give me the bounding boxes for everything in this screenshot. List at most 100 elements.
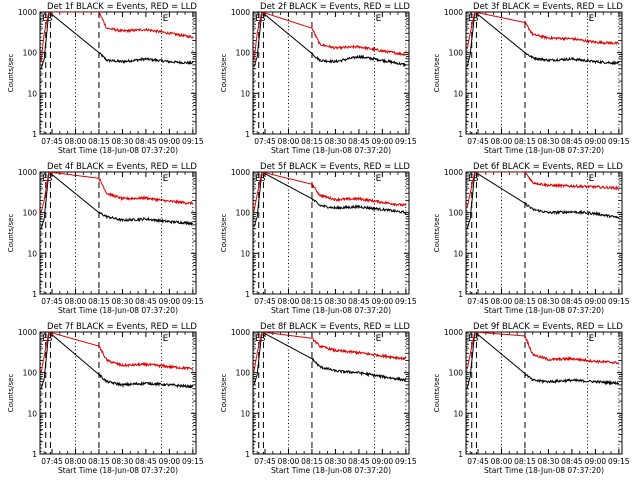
marker-label: E — [376, 14, 382, 24]
x-tick-label: 08:15 — [88, 457, 110, 466]
lld-series-line — [466, 332, 620, 370]
events-series-line — [466, 12, 620, 67]
marker-label: S — [473, 334, 479, 344]
y-axis-label: Counts/sec — [7, 374, 15, 413]
x-tick-label: 09:00 — [372, 137, 394, 146]
events-series-line — [40, 332, 194, 389]
marker-label: E — [468, 334, 474, 344]
x-tick-label: 09:00 — [585, 457, 607, 466]
x-axis-label: Start Time (18-Jun-08 07:37:20) — [271, 466, 391, 475]
panel-title: Det 1f BLACK = Events, RED = LLD — [47, 2, 197, 12]
plot-frame — [252, 11, 410, 135]
marker-label: S — [47, 334, 53, 344]
detector-panel: Det 5f BLACK = Events, RED = LLD 1 10 100 10… — [220, 162, 417, 315]
plot-frame — [465, 11, 623, 135]
panel-title: Det 8f BLACK = Events, RED = LLD — [260, 322, 410, 332]
x-tick-label: 08:30 — [538, 297, 560, 306]
marker-label: E — [376, 174, 382, 184]
y-tick-label: 1000 — [18, 328, 37, 337]
marker-label: E — [42, 174, 48, 184]
detector-panel: Det 9f BLACK = Events, RED = LLD 1 10 100 10… — [433, 322, 630, 475]
x-tick-label: 07:45 — [41, 137, 63, 146]
marker-label: E — [255, 334, 261, 344]
x-tick-label: 08:00 — [491, 457, 513, 466]
detector-panel: Det 2f BLACK = Events, RED = LLD 1 10 100 10… — [220, 2, 417, 155]
data-layer — [253, 172, 407, 227]
x-tick-label: 08:30 — [538, 457, 560, 466]
marker-label: E — [589, 334, 595, 344]
x-tick-label: 08:00 — [278, 137, 300, 146]
x-tick-label: 09:00 — [372, 297, 394, 306]
x-tick-label: 08:45 — [348, 457, 370, 466]
x-tick-label: 08:45 — [561, 137, 583, 146]
y-axis-label: Counts/sec — [433, 374, 441, 413]
events-series-line — [466, 172, 620, 229]
y-axis-label: Counts/sec — [220, 374, 228, 413]
y-tick-label: 1000 — [231, 8, 250, 17]
x-tick-label: 07:45 — [254, 137, 276, 146]
plot-frame — [465, 331, 623, 455]
x-tick-label: 08:45 — [348, 297, 370, 306]
x-tick-label: 08:00 — [491, 297, 513, 306]
y-tick-label: 100 — [236, 369, 251, 378]
panel-title: Det 5f BLACK = Events, RED = LLD — [260, 162, 410, 172]
x-tick-label: 09:00 — [159, 137, 181, 146]
events-series-line — [253, 332, 407, 386]
marker-label: E — [163, 14, 169, 24]
y-tick-label: 10 — [240, 409, 250, 418]
x-axis-label: Start Time (18-Jun-08 07:37:20) — [484, 146, 604, 155]
marker-label: E — [468, 14, 474, 24]
x-tick-label: 08:00 — [278, 457, 300, 466]
panel-title: Det 3f BLACK = Events, RED = LLD — [473, 2, 623, 12]
panel-title: Det 2f BLACK = Events, RED = LLD — [260, 2, 410, 12]
y-axis-label: Counts/sec — [433, 214, 441, 253]
x-tick-label: 09:15 — [608, 457, 630, 466]
x-axis-label: Start Time (18-Jun-08 07:37:20) — [271, 306, 391, 315]
y-tick-label: 10 — [27, 249, 37, 258]
marker-label: S — [473, 14, 479, 24]
detector-panel: Det 3f BLACK = Events, RED = LLD 1 10 100 10… — [433, 2, 630, 155]
data-layer — [466, 332, 620, 389]
y-tick-label: 100 — [23, 49, 38, 58]
data-layer — [466, 172, 620, 229]
plot-frame — [252, 331, 410, 455]
x-tick-label: 09:15 — [182, 457, 204, 466]
marker-label: S — [260, 14, 266, 24]
x-tick-label: 07:45 — [41, 457, 63, 466]
plot-frame — [39, 331, 197, 455]
x-tick-label: 08:15 — [514, 457, 536, 466]
y-tick-label: 10 — [240, 89, 250, 98]
events-series-line — [466, 332, 620, 389]
y-tick-label: 100 — [236, 49, 251, 58]
lld-series-line — [40, 332, 194, 373]
x-tick-label: 09:00 — [372, 457, 394, 466]
plot-frame — [465, 171, 623, 295]
data-layer — [40, 172, 194, 229]
x-tick-label: 09:00 — [159, 457, 181, 466]
marker-label: E — [255, 174, 261, 184]
y-tick-label: 1 — [245, 290, 250, 299]
y-tick-label: 10 — [453, 89, 463, 98]
detector-panel: Det 7f BLACK = Events, RED = LLD 1 10 100 10… — [7, 322, 204, 475]
x-tick-label: 07:45 — [467, 297, 489, 306]
plot-frame — [39, 11, 197, 135]
y-tick-label: 1 — [32, 130, 37, 139]
y-tick-label: 1000 — [231, 328, 250, 337]
data-layer — [40, 12, 194, 69]
events-series-line — [253, 172, 407, 227]
y-tick-label: 1 — [458, 290, 463, 299]
x-tick-label: 08:15 — [88, 297, 110, 306]
y-tick-label: 1 — [32, 290, 37, 299]
data-layer — [40, 332, 194, 389]
y-axis-label: Counts/sec — [220, 54, 228, 93]
y-tick-label: 1 — [458, 130, 463, 139]
marker-label: E — [163, 174, 169, 184]
x-tick-label: 07:45 — [467, 137, 489, 146]
y-tick-label: 100 — [449, 369, 464, 378]
marker-label: E — [589, 174, 595, 184]
x-axis-label: Start Time (18-Jun-08 07:37:20) — [58, 146, 178, 155]
x-tick-label: 08:30 — [325, 137, 347, 146]
y-tick-label: 100 — [23, 369, 38, 378]
marker-label: E — [163, 334, 169, 344]
